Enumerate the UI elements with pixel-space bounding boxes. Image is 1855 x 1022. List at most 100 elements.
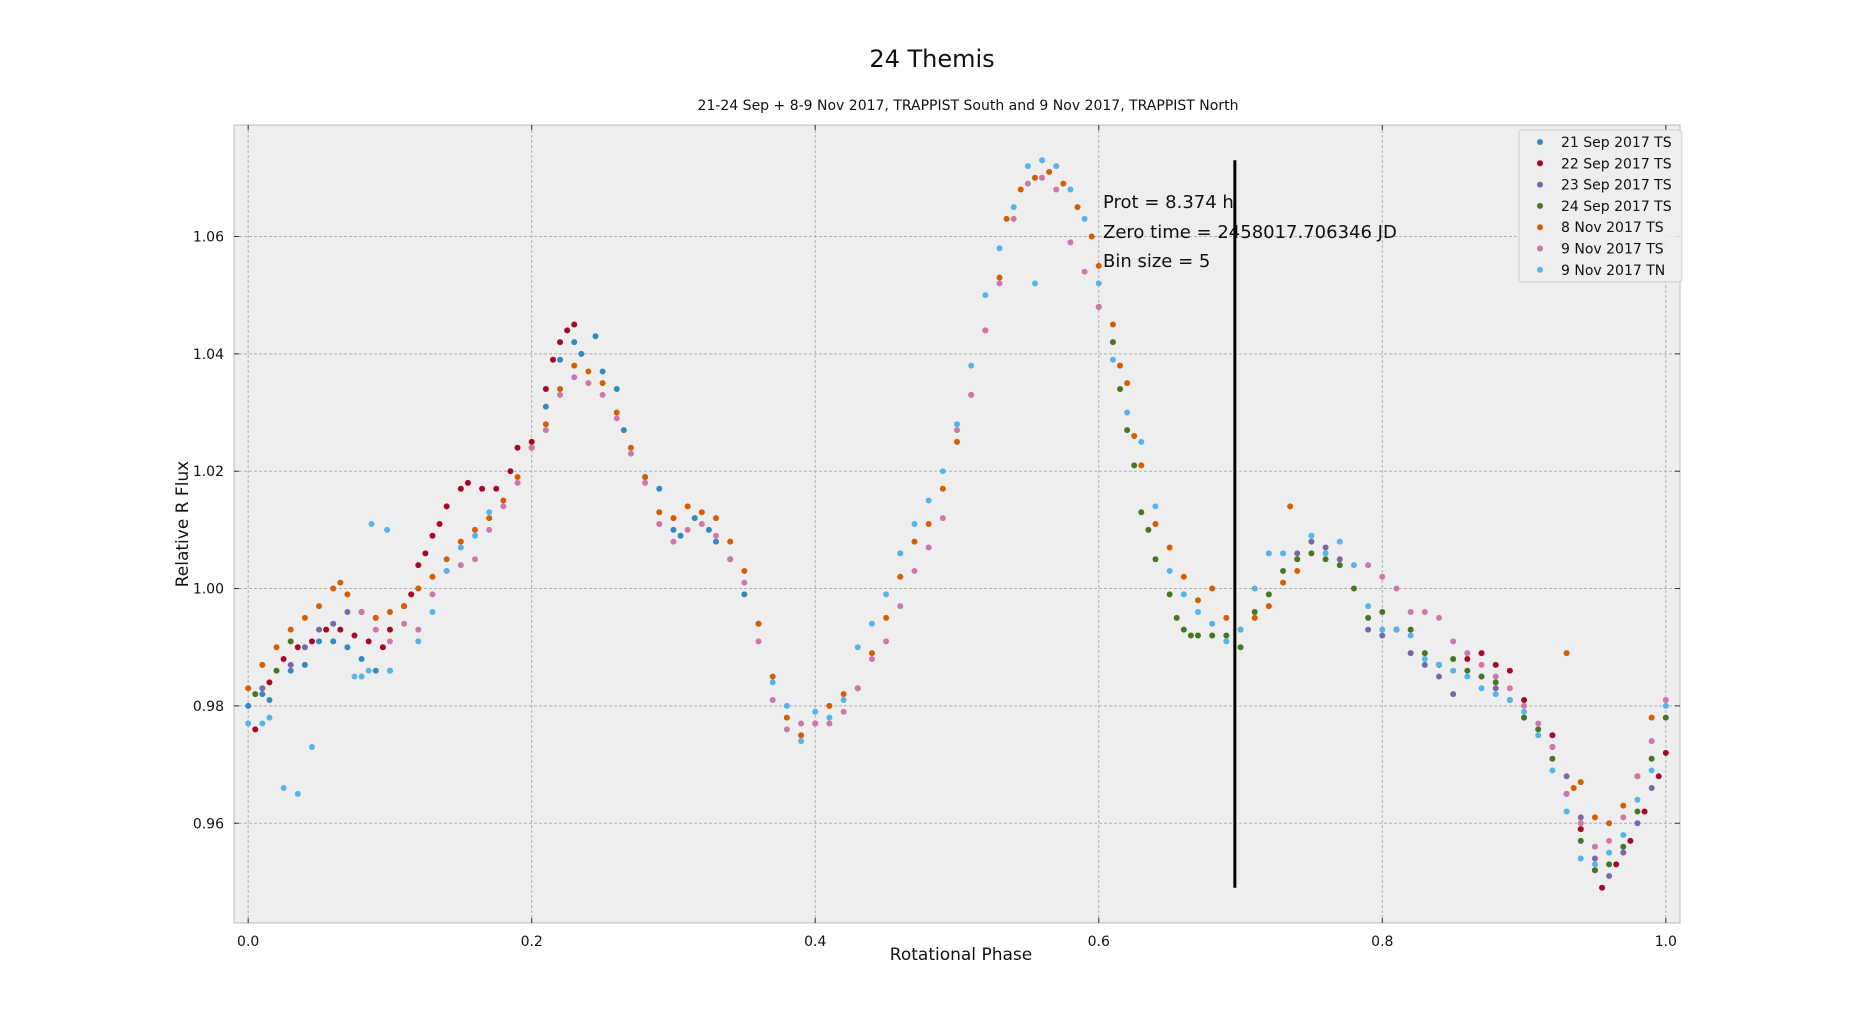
- data-point: [1577, 779, 1584, 786]
- data-point: [1606, 837, 1613, 844]
- data-point: [266, 697, 273, 704]
- data-point: [294, 644, 301, 651]
- data-point: [287, 661, 294, 668]
- y-axis-label: Relative R Flux: [173, 461, 193, 588]
- data-point: [727, 556, 734, 563]
- data-point: [1095, 280, 1102, 287]
- y-tick-label: 1.06: [193, 229, 224, 245]
- data-point: [1152, 521, 1159, 527]
- data-point: [840, 691, 847, 698]
- data-point: [1053, 186, 1060, 193]
- y-tick-label: 1.02: [193, 464, 224, 480]
- data-point: [1478, 673, 1485, 680]
- legend-marker: [1537, 181, 1543, 188]
- data-point: [486, 515, 493, 522]
- data-point: [1095, 303, 1102, 310]
- data-point: [883, 591, 890, 598]
- data-point: [741, 579, 748, 586]
- data-point: [308, 638, 315, 645]
- data-point: [1634, 796, 1641, 803]
- data-point: [1379, 573, 1386, 580]
- data-point: [287, 638, 294, 645]
- data-point: [401, 603, 408, 610]
- data-point: [826, 720, 833, 727]
- data-point: [571, 374, 578, 381]
- data-point: [812, 708, 819, 715]
- data-point: [868, 620, 875, 627]
- data-point: [1648, 714, 1655, 721]
- plot-area: [233, 124, 1681, 924]
- data-point: [1634, 820, 1641, 827]
- data-point: [627, 444, 634, 451]
- data-point: [486, 509, 493, 516]
- data-point: [386, 667, 393, 674]
- data-point: [592, 333, 599, 340]
- data-point: [1003, 215, 1010, 222]
- data-point: [1478, 661, 1485, 668]
- data-point: [1152, 503, 1159, 510]
- data-point: [656, 521, 663, 527]
- data-point: [1138, 438, 1145, 445]
- data-point: [368, 521, 375, 527]
- data-point: [1046, 168, 1053, 175]
- data-point: [571, 339, 578, 346]
- series-2: [252, 321, 1669, 891]
- data-point: [599, 380, 606, 387]
- x-tick-label: 0.4: [804, 934, 826, 950]
- data-point: [429, 609, 436, 616]
- data-point: [316, 603, 323, 610]
- legend-label: 9 Nov 2017 TS: [1561, 242, 1664, 258]
- data-point: [1322, 556, 1329, 563]
- data-point: [1535, 720, 1542, 727]
- data-point: [1436, 661, 1442, 668]
- data-point: [585, 380, 592, 387]
- data-point: [557, 339, 564, 346]
- data-point: [344, 609, 351, 616]
- data-point: [1492, 691, 1499, 698]
- data-point: [1436, 673, 1442, 680]
- data-point: [301, 644, 308, 651]
- data-point: [1039, 157, 1046, 164]
- data-point: [273, 644, 280, 651]
- data-point: [1031, 280, 1038, 287]
- data-point: [514, 444, 521, 451]
- data-point: [1088, 233, 1095, 240]
- data-point: [323, 626, 330, 633]
- data-point: [514, 479, 521, 486]
- data-point: [783, 714, 790, 721]
- legend-label: 23 Sep 2017 TS: [1561, 178, 1672, 194]
- data-point: [528, 444, 535, 451]
- data-point: [365, 667, 372, 674]
- data-point: [1521, 708, 1528, 715]
- data-point: [578, 350, 585, 357]
- data-point: [897, 603, 904, 610]
- data-point: [443, 567, 450, 574]
- x-axis-label: Rotational Phase: [890, 945, 1032, 965]
- data-point: [1350, 562, 1357, 569]
- data-point: [1662, 749, 1669, 756]
- legend: 21 Sep 2017 TS 22 Sep 2017 TS 23 Sep 2017 …: [1518, 129, 1683, 283]
- data-point: [365, 638, 372, 645]
- data-point: [684, 526, 691, 533]
- data-point: [1124, 409, 1131, 416]
- data-point: [1563, 808, 1570, 815]
- data-point: [1067, 186, 1074, 193]
- data-point: [642, 479, 649, 486]
- data-point: [627, 450, 634, 457]
- data-point: [1365, 626, 1372, 633]
- data-point: [798, 738, 805, 745]
- data-point: [1237, 626, 1244, 633]
- data-point: [542, 421, 549, 428]
- data-point: [840, 708, 847, 715]
- data-point: [429, 532, 436, 539]
- data-point: [783, 702, 790, 709]
- legend-box: [1518, 129, 1683, 283]
- data-point: [542, 403, 549, 410]
- data-point: [472, 526, 478, 533]
- data-point: [1492, 661, 1499, 668]
- data-point: [464, 479, 471, 486]
- data-point: [351, 632, 358, 639]
- legend-marker: [1537, 160, 1543, 167]
- data-point: [1251, 609, 1258, 616]
- data-point: [479, 485, 486, 492]
